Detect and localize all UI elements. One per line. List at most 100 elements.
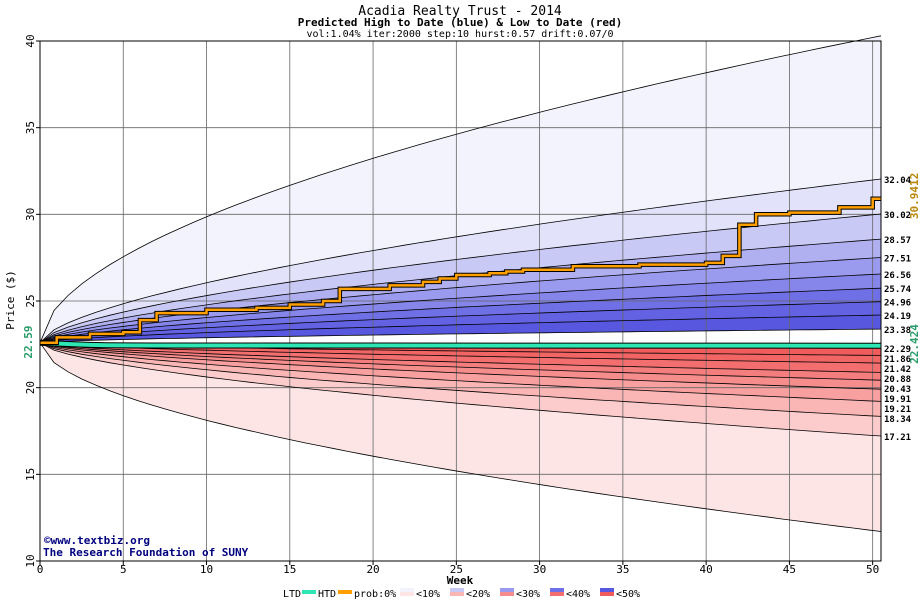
legend-ltd-swatch	[302, 590, 316, 594]
band-boundary-line	[39, 342, 882, 390]
legend-htd-swatch	[338, 590, 352, 594]
blue-band	[40, 288, 881, 343]
y-axis-label: Price ($)	[4, 270, 17, 330]
x-axis-label: Week	[447, 574, 474, 587]
x-tick-label: 15	[283, 563, 296, 576]
right-band-label: 20.43	[884, 385, 911, 395]
legend-ltd-label: LTD	[283, 589, 301, 600]
right-band-label: 21.42	[884, 365, 911, 375]
y-tick-label: 25	[24, 294, 37, 307]
probability-bands	[40, 35, 881, 532]
legend-swatch-red	[450, 592, 464, 596]
end-low-label: 22.424	[908, 324, 920, 364]
right-band-label: 32.04	[884, 176, 912, 186]
legend-item-label: <50%	[616, 589, 640, 600]
htd-line	[40, 197, 881, 345]
legend-swatch-red	[400, 592, 414, 596]
series-lines	[39, 196, 882, 349]
end-high-label: 30.9412	[908, 173, 920, 219]
axis-ticks: 0 5 10 15 20 25 30 35 40 45 50 10 15 20 25 30 35 40	[24, 34, 879, 576]
legend-item-label: <10%	[416, 589, 440, 600]
band-boundary-line	[39, 273, 882, 344]
y-tick-label: 15	[24, 468, 37, 481]
right-band-label: 27.51	[884, 254, 911, 264]
y-tick-label: 20	[24, 381, 37, 394]
legend-swatch-blue	[450, 588, 464, 592]
legend-prob-label: prob:0%	[354, 589, 396, 600]
red-band	[40, 342, 881, 381]
band-boundary-line	[39, 342, 882, 532]
right-band-label: 17.21	[884, 433, 911, 443]
right-band-label: 19.91	[884, 395, 911, 405]
band-boundary-line	[39, 342, 882, 437]
blue-band	[40, 315, 881, 343]
band-boundary-line	[39, 301, 882, 344]
y-tick-label: 35	[24, 121, 37, 134]
blue-band	[40, 301, 881, 343]
right-band-label: 30.02	[884, 211, 911, 221]
x-tick-label: 30	[533, 563, 546, 576]
right-band-label: 24.96	[884, 299, 911, 309]
red-band	[40, 342, 881, 390]
legend-swatch-blue	[500, 588, 514, 592]
credit-site: ©www.textbiz.org	[44, 534, 150, 547]
right-band-label: 18.34	[884, 415, 912, 425]
band-boundary-line	[39, 328, 882, 344]
red-band	[40, 342, 881, 417]
x-tick-label: 45	[783, 563, 796, 576]
legend-item-label: <40%	[566, 589, 590, 600]
band-boundary-line	[39, 342, 882, 364]
y-tick-label: 40	[24, 34, 37, 47]
legend: LTD HTD prob:0% <10% <20% <30% <40% <50%	[283, 588, 640, 600]
band-boundary-line	[39, 178, 882, 344]
legend-swatch-red	[550, 592, 564, 596]
legend-htd-label: HTD	[318, 589, 336, 600]
x-tick-label: 25	[450, 563, 463, 576]
band-boundary-line	[39, 342, 882, 381]
blue-band	[40, 274, 881, 343]
x-tick-label: 35	[616, 563, 629, 576]
legend-swatch-red	[600, 592, 614, 596]
red-band	[40, 342, 881, 532]
band-boundary-line	[39, 35, 882, 343]
x-tick-label: 20	[366, 563, 379, 576]
blue-band	[40, 179, 881, 343]
x-tick-label: 50	[866, 563, 879, 576]
chart-params: vol:1.04% iter:2000 step:10 hurst:0.57 d…	[306, 29, 613, 40]
right-band-label: 25.74	[884, 285, 912, 295]
right-band-label: 28.57	[884, 236, 911, 246]
legend-item-label: <30%	[516, 589, 540, 600]
red-band	[40, 342, 881, 436]
band-boundary-line	[39, 342, 882, 402]
right-band-label: 19.21	[884, 405, 911, 415]
x-tick-label: 10	[200, 563, 213, 576]
band-boundary-line	[39, 342, 882, 417]
chart-title: Acadia Realty Trust - 2014	[358, 4, 562, 19]
blue-band	[40, 35, 881, 343]
legend-item-label: <20%	[466, 589, 490, 600]
red-band	[40, 342, 881, 402]
x-tick-label: 5	[120, 563, 127, 576]
right-band-label: 26.56	[884, 271, 911, 281]
band-boundary-line	[39, 287, 882, 344]
start-price-label: 22.59	[22, 325, 35, 358]
chart-subtitle: Predicted High to Date (blue) & Low to D…	[298, 16, 623, 29]
x-tick-label: 40	[700, 563, 713, 576]
right-band-labels: 32.04 30.02 28.57 27.51 26.56 25.74 24.96 24.19…	[884, 176, 912, 443]
right-band-label: 23.38	[884, 326, 911, 336]
band-boundary-line	[39, 342, 882, 373]
y-tick-label: 30	[24, 208, 37, 221]
red-band	[40, 342, 881, 373]
right-band-label: 20.88	[884, 375, 911, 385]
legend-swatch-blue	[600, 588, 614, 592]
credit-org: The Research Foundation of SUNY	[43, 546, 249, 559]
right-band-label: 24.19	[884, 312, 911, 322]
right-band-label: 22.29	[884, 345, 911, 355]
x-tick-label: 0	[37, 563, 44, 576]
blue-band	[40, 257, 881, 343]
legend-swatch-red	[500, 592, 514, 596]
blue-band	[40, 214, 881, 343]
red-band	[40, 342, 881, 364]
